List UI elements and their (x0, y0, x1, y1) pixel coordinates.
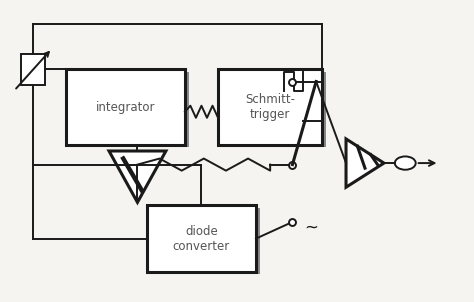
Bar (151, 208, 260, 274)
Bar (147, 205, 256, 272)
Text: ~: ~ (304, 219, 319, 237)
Bar (21, 54, 45, 85)
Polygon shape (346, 139, 384, 187)
Bar (70, 72, 189, 147)
Polygon shape (109, 151, 166, 202)
Text: Schmitt-
trigger: Schmitt- trigger (245, 93, 295, 121)
Bar (222, 72, 326, 147)
Bar (218, 69, 322, 145)
Text: diode
converter: diode converter (173, 225, 230, 252)
Text: integrator: integrator (96, 101, 155, 114)
Bar (66, 69, 185, 145)
Circle shape (395, 156, 416, 170)
